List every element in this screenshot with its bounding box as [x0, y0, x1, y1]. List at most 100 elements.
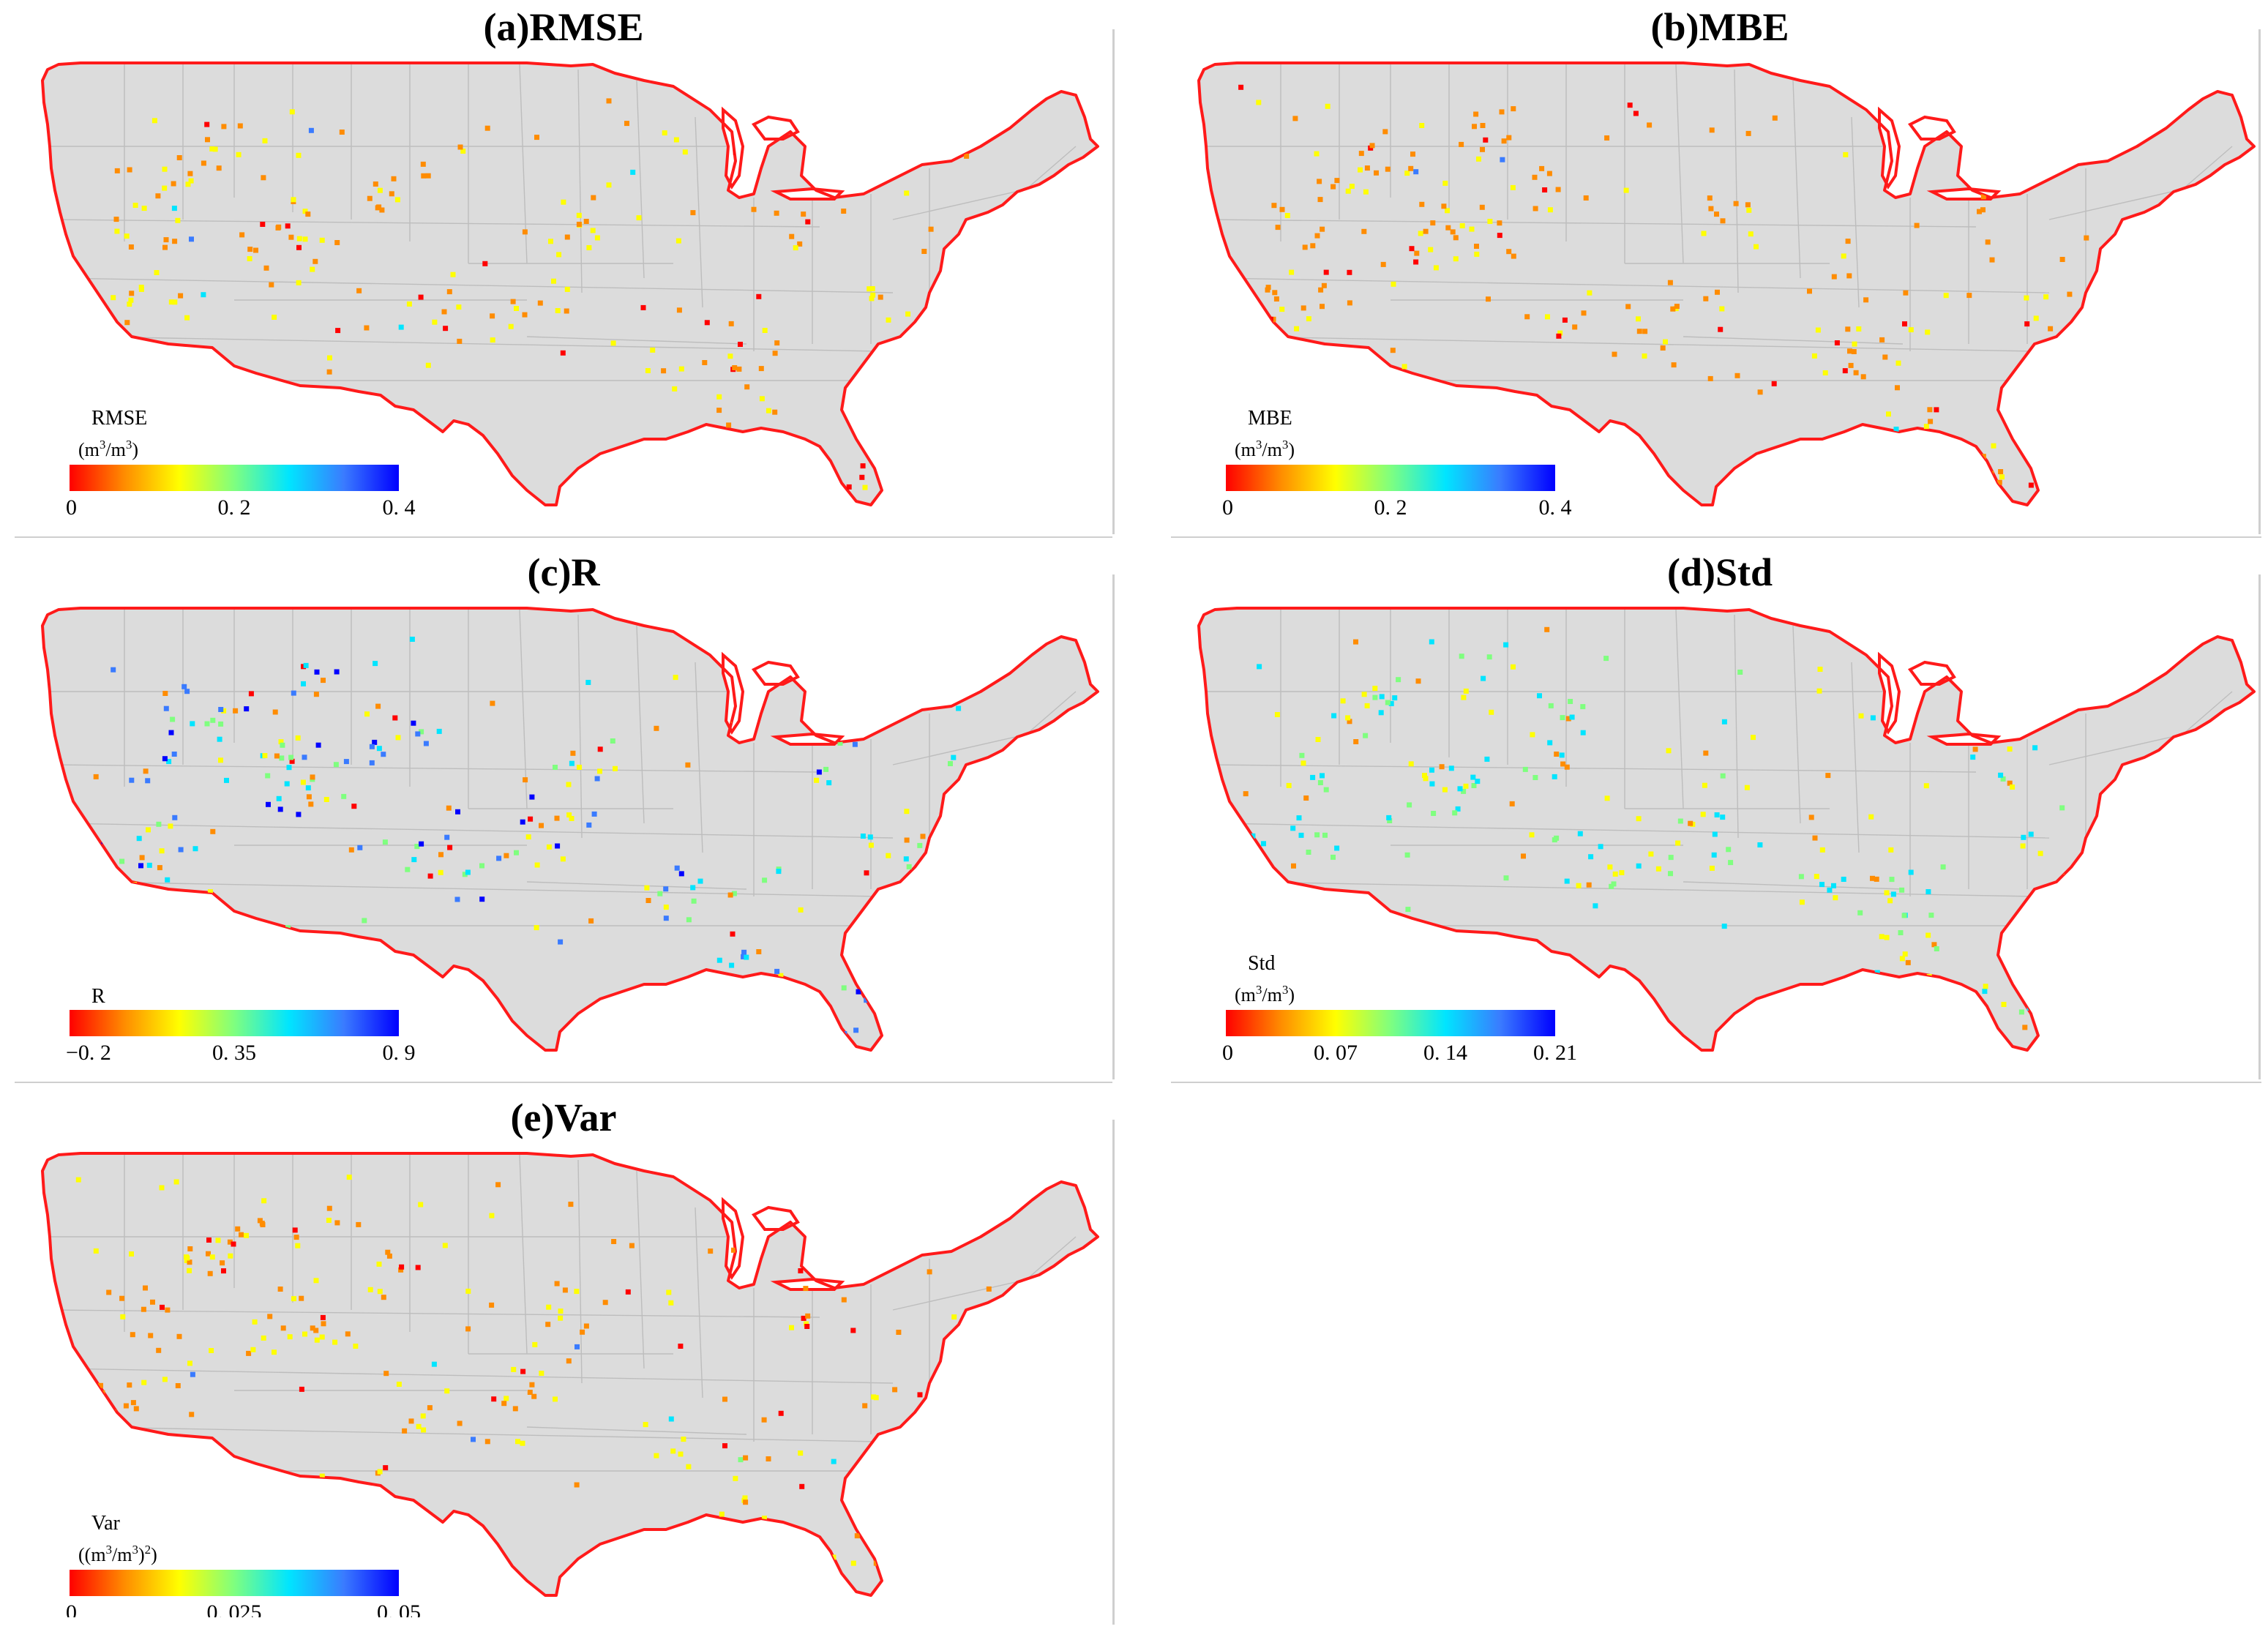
station-marker	[520, 1368, 526, 1374]
map-panel-rmse: (a)RMSE RMSE (m3/m3) 0 0. 2 0. 4	[15, 0, 1112, 527]
station-marker	[1728, 860, 1734, 866]
station-marker	[357, 845, 363, 850]
map-svg: Var ((m3/m3)2) 0 0. 025 0. 05	[41, 1152, 1099, 1617]
station-marker	[1361, 228, 1367, 234]
station-marker	[1564, 764, 1570, 770]
land-area	[42, 1153, 1098, 1595]
station-marker	[1931, 942, 1937, 948]
station-marker	[166, 759, 172, 765]
station-marker	[529, 1382, 535, 1388]
station-marker	[743, 1455, 749, 1461]
station-marker	[1481, 675, 1486, 681]
station-marker	[504, 1396, 509, 1401]
station-marker	[1831, 274, 1837, 280]
station-marker	[252, 1319, 258, 1325]
station-marker	[381, 752, 386, 757]
station-marker	[744, 384, 750, 390]
station-marker	[1848, 362, 1854, 368]
colorbar-legend: R −0. 2 0. 35 0. 9	[66, 985, 416, 1065]
station-marker	[89, 842, 95, 847]
station-marker	[1593, 903, 1598, 909]
state-boundary-line	[577, 614, 583, 839]
station-marker	[675, 238, 681, 244]
station-marker	[2073, 383, 2079, 389]
station-marker	[168, 730, 174, 735]
station-marker	[1271, 875, 1277, 880]
station-marker	[176, 1333, 182, 1339]
station-marker	[1506, 135, 1512, 141]
station-marker	[856, 989, 861, 995]
station-marker	[218, 1473, 224, 1479]
station-marker	[99, 314, 105, 320]
station-marker	[586, 245, 592, 250]
station-marker	[215, 1238, 221, 1243]
station-marker	[113, 217, 119, 222]
station-marker	[425, 362, 431, 368]
station-marker	[310, 1480, 315, 1486]
colorbar-legend: RMSE (m3/m3) 0 0. 2 0. 4	[66, 407, 416, 520]
station-marker	[1814, 874, 1819, 880]
station-marker	[326, 1218, 332, 1223]
station-marker	[212, 146, 218, 152]
station-marker	[1489, 709, 1494, 715]
colorbar-tick-label: 0. 4	[383, 495, 416, 520]
station-marker	[154, 270, 160, 275]
station-marker	[124, 320, 130, 326]
station-marker	[610, 340, 616, 346]
station-marker	[1980, 454, 1986, 460]
state-boundary-line	[577, 1159, 583, 1384]
station-marker	[1852, 341, 1857, 347]
station-marker	[1419, 123, 1425, 128]
station-marker	[1463, 783, 1469, 789]
station-marker	[1295, 340, 1301, 345]
panel-divider	[15, 1082, 1112, 1083]
station-marker	[443, 326, 449, 332]
colorbar-tick-label: 0	[66, 1600, 77, 1617]
station-marker	[1442, 787, 1448, 793]
station-marker	[602, 1300, 608, 1306]
station-marker	[341, 793, 347, 799]
station-marker	[2007, 780, 2013, 786]
station-marker	[1463, 688, 1469, 694]
station-marker	[377, 187, 383, 193]
station-marker	[1827, 887, 1833, 893]
station-marker	[1323, 269, 1329, 275]
station-marker	[501, 1401, 507, 1407]
station-marker	[356, 1221, 362, 1227]
station-marker	[987, 312, 992, 318]
station-marker	[554, 1281, 560, 1287]
station-marker	[190, 721, 195, 727]
station-marker	[772, 351, 778, 356]
station-marker	[716, 408, 722, 413]
station-marker	[1320, 226, 1325, 232]
station-marker	[296, 812, 302, 817]
station-marker	[77, 829, 83, 834]
station-marker	[1317, 179, 1322, 184]
station-marker	[528, 816, 534, 822]
station-marker	[742, 1495, 748, 1501]
station-marker	[1347, 269, 1352, 275]
station-marker	[903, 856, 909, 862]
state-boundary-line	[636, 1170, 645, 1369]
station-marker	[2032, 985, 2037, 991]
station-marker	[420, 161, 426, 167]
station-marker	[803, 1286, 809, 1292]
station-marker	[396, 1382, 402, 1387]
station-marker	[2043, 932, 2049, 937]
legend-title: Var	[91, 1512, 121, 1535]
station-marker	[1555, 187, 1561, 192]
station-marker	[495, 1182, 501, 1188]
station-marker	[774, 210, 779, 216]
station-marker	[566, 1358, 572, 1364]
station-marker	[1580, 730, 1586, 735]
panel-divider	[2258, 29, 2261, 534]
station-marker	[841, 985, 847, 991]
station-marker	[673, 675, 678, 681]
station-marker	[1905, 959, 1911, 965]
station-marker	[850, 1328, 856, 1333]
station-marker	[879, 1014, 885, 1020]
station-marker	[1887, 898, 1893, 904]
station-marker	[729, 962, 735, 968]
station-marker	[1562, 317, 1568, 323]
station-marker	[1404, 852, 1410, 858]
